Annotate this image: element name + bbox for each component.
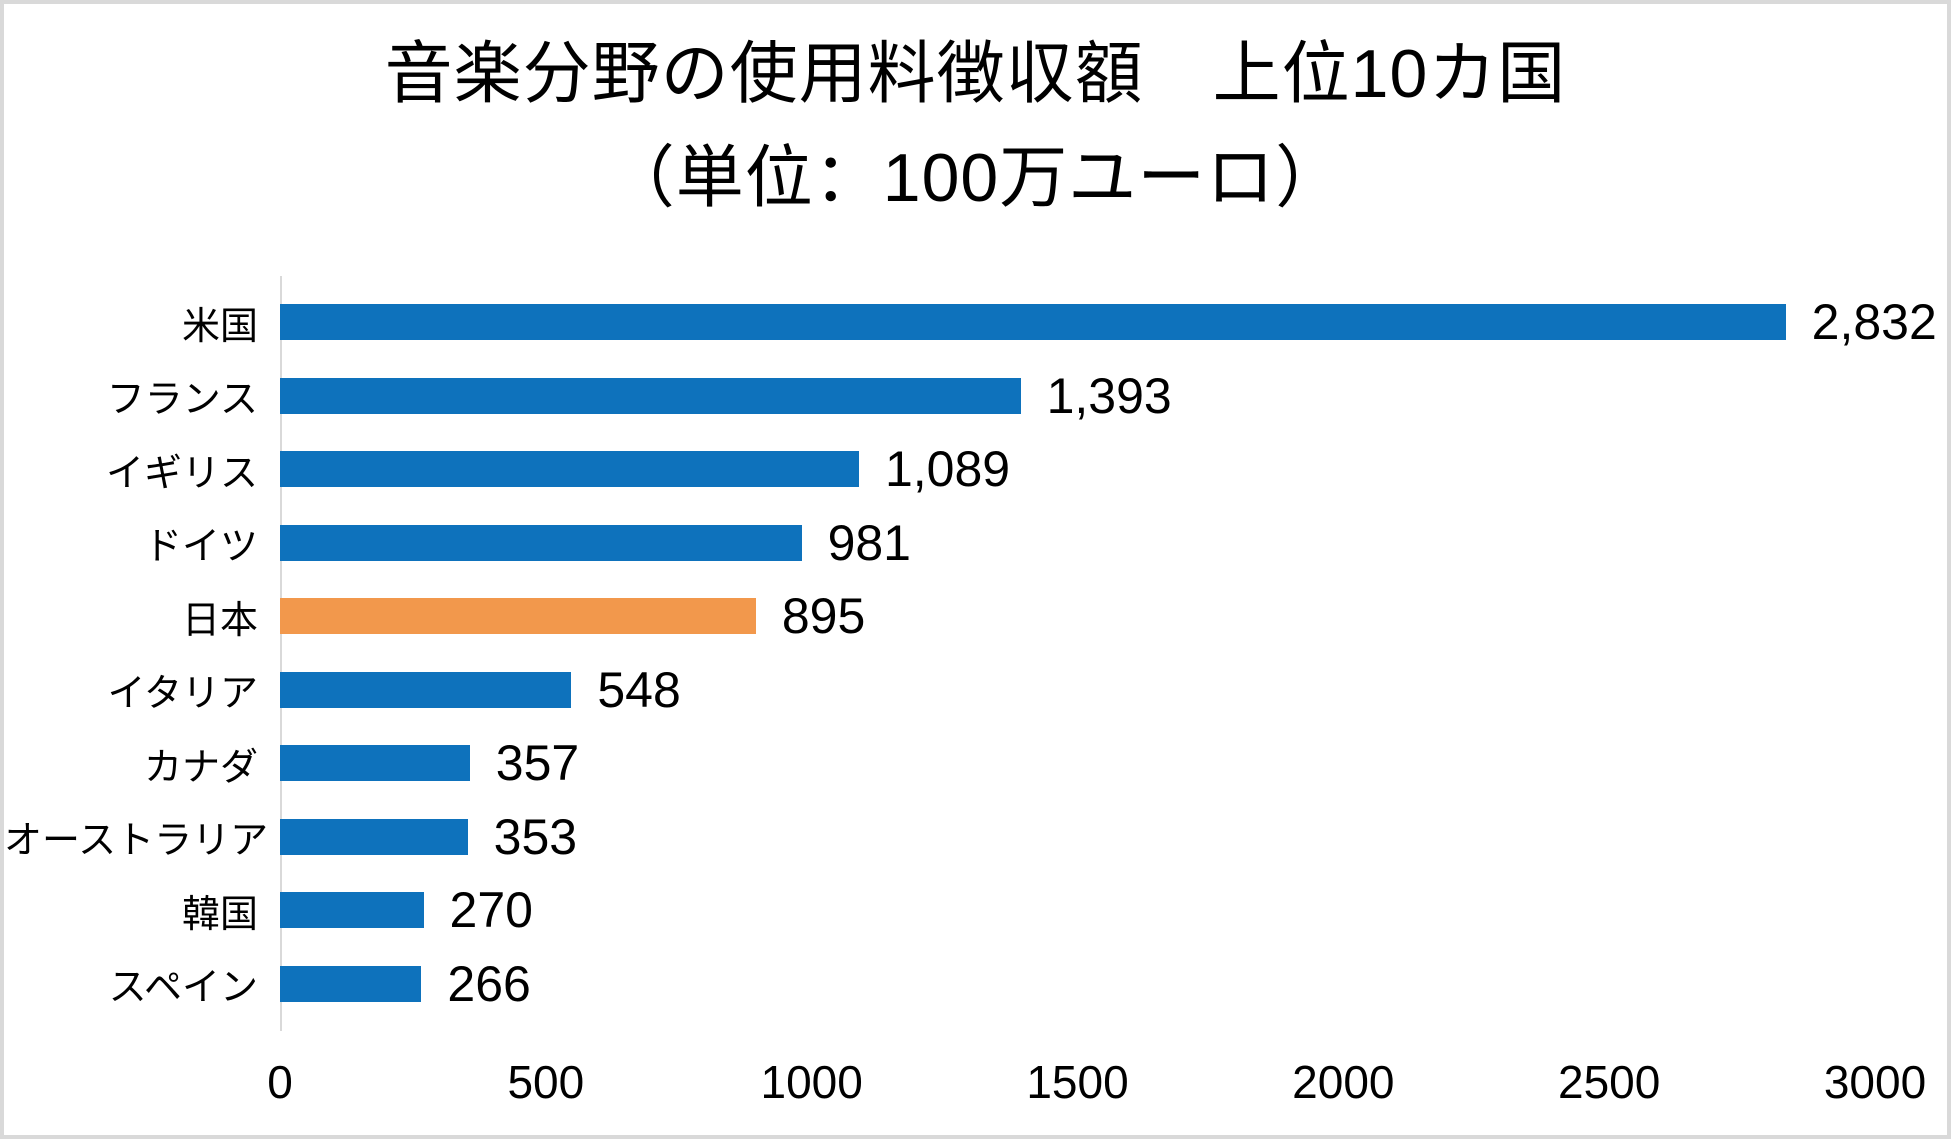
chart-subtitle: （単位：100万ユーロ） (606, 139, 1345, 216)
category-label: スペイン (108, 967, 258, 1010)
bar (280, 524, 802, 561)
bar-row: スペイン 266 (4, 947, 1875, 1021)
value-label: 1,089 (884, 441, 1011, 498)
bar-row: カナダ 357 (4, 727, 1875, 801)
value-label: 981 (827, 514, 911, 571)
category-label: イタリア (107, 673, 258, 716)
value-label: 270 (449, 882, 533, 939)
bar (280, 965, 422, 1002)
category-label: 米国 (181, 305, 258, 348)
bar-row: イギリス 1,089 (4, 433, 1875, 507)
value-label: 357 (495, 735, 580, 792)
x-axis-tick-label: 2000 (1292, 1055, 1395, 1108)
bar (280, 818, 468, 855)
bar-track: 353 (280, 800, 1875, 874)
value-label: 548 (597, 661, 681, 718)
bar-track: 266 (280, 947, 1875, 1021)
bar-rows: 米国 2,832 フランス 1,393 イギリス 1,089 ドイツ 981 日本 895 イタリア… (4, 286, 1937, 1021)
bar-row: ドイツ 981 (4, 506, 1875, 580)
bar (280, 377, 1021, 414)
bar-track: 1,393 (280, 359, 1875, 433)
bar-track: 2,832 (280, 286, 1937, 360)
category-label: オーストラリア (4, 820, 269, 863)
bar-track: 895 (280, 580, 1875, 654)
x-axis-tick-label: 0 (267, 1055, 293, 1108)
category-label: 韓国 (181, 893, 258, 936)
bar-row: オーストラリア 353 (4, 800, 1875, 874)
bar (280, 745, 470, 782)
x-axis-tick-label: 500 (507, 1055, 585, 1108)
x-axis: 0 500 1000 1500 2000 2500 3000 (267, 1021, 1926, 1117)
bar-row: 韓国 270 (4, 874, 1875, 948)
x-axis-tick-label: 1500 (1026, 1055, 1129, 1108)
x-axis-tick-label: 2500 (1557, 1055, 1661, 1108)
bar (280, 304, 1786, 341)
category-label: 日本 (181, 599, 258, 642)
bar-track: 1,089 (280, 433, 1875, 507)
bar (280, 451, 859, 488)
bar-row: 日本 895 (4, 580, 1875, 654)
category-label: カナダ (143, 746, 258, 789)
bar-row: フランス 1,393 (4, 359, 1875, 433)
category-label: イギリス (105, 452, 258, 495)
x-axis-tick-label: 3000 (1823, 1055, 1927, 1108)
bar-row: 米国 2,832 (4, 286, 1937, 360)
x-axis-tick-label: 1000 (760, 1055, 863, 1108)
bar (280, 892, 424, 929)
bar (280, 598, 756, 635)
value-label: 1,393 (1046, 367, 1172, 424)
chart-title: 音楽分野の使用料徴収額 上位10カ国 (384, 36, 1567, 112)
value-label: 353 (493, 808, 578, 865)
value-label: 895 (781, 588, 866, 645)
bar (280, 671, 572, 708)
category-label: フランス (106, 379, 258, 422)
plot-area: 米国 2,832 フランス 1,393 イギリス 1,089 ドイツ 981 日本 895 イタリア… (4, 275, 1947, 1031)
bar-track: 981 (280, 506, 1875, 580)
value-label: 2,832 (1811, 294, 1937, 351)
bar-track: 357 (280, 727, 1875, 801)
value-label: 266 (447, 955, 531, 1012)
category-label: ドイツ (143, 526, 258, 569)
y-axis-line (280, 275, 282, 1031)
bar-track: 270 (280, 874, 1875, 948)
bar-track: 548 (280, 653, 1875, 727)
bar-row: イタリア 548 (4, 653, 1875, 727)
